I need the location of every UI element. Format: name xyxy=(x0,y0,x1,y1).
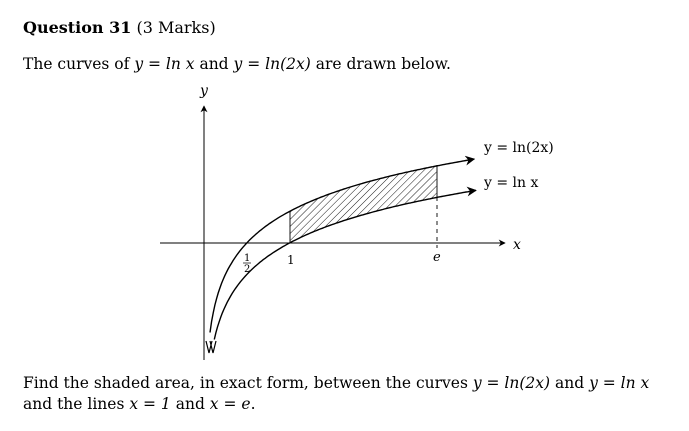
question-prompt: Find the shaded area, in exact form, bet… xyxy=(23,373,663,415)
prompt-text-part: and xyxy=(170,395,210,413)
question-number: Question 31 xyxy=(23,18,132,37)
question-heading: Question 31 (3 Marks) xyxy=(23,17,216,39)
label-ln-x: y = ln x xyxy=(483,175,538,191)
tick-e-label: e xyxy=(433,250,441,265)
y-axis-label: y xyxy=(199,83,209,99)
x-axis-label: x xyxy=(513,237,521,253)
intro-text-part: are drawn below. xyxy=(310,55,451,73)
prompt-text-part: Find the shaded area, in exact form, bet… xyxy=(23,374,473,392)
prompt-text-part: and xyxy=(550,374,590,392)
curve-ln-x xyxy=(213,186,477,340)
intro-text-part: The curves of xyxy=(23,55,135,73)
prompt-text-part: . xyxy=(250,395,256,413)
prompt-text-part: and the lines xyxy=(23,395,130,413)
prompt-math-x1: x = 1 xyxy=(129,395,171,413)
curve-ln-2x xyxy=(209,155,476,333)
intro-text: The curves of y = ln x and y = ln(2x) ar… xyxy=(23,53,451,75)
prompt-math-ln2x: y = ln(2x) xyxy=(472,374,551,392)
intro-text-part: and xyxy=(194,55,234,73)
prompt-math-lnx: y = ln x xyxy=(589,374,650,392)
label-ln-2x: y = ln(2x) xyxy=(483,140,554,156)
intro-math-lnx: y = ln x xyxy=(134,55,195,73)
question-marks: (3 Marks) xyxy=(136,18,216,37)
tick-half-numerator: 1 xyxy=(244,253,250,264)
tick-half-denominator: 2 xyxy=(244,264,250,275)
tick-one-label: 1 xyxy=(287,253,295,267)
intro-math-ln2x: y = ln(2x) xyxy=(233,55,311,73)
curve-ln-x-lower-arrow xyxy=(209,340,217,354)
shaded-region xyxy=(289,166,437,243)
prompt-math-xe: x = e xyxy=(209,395,251,413)
